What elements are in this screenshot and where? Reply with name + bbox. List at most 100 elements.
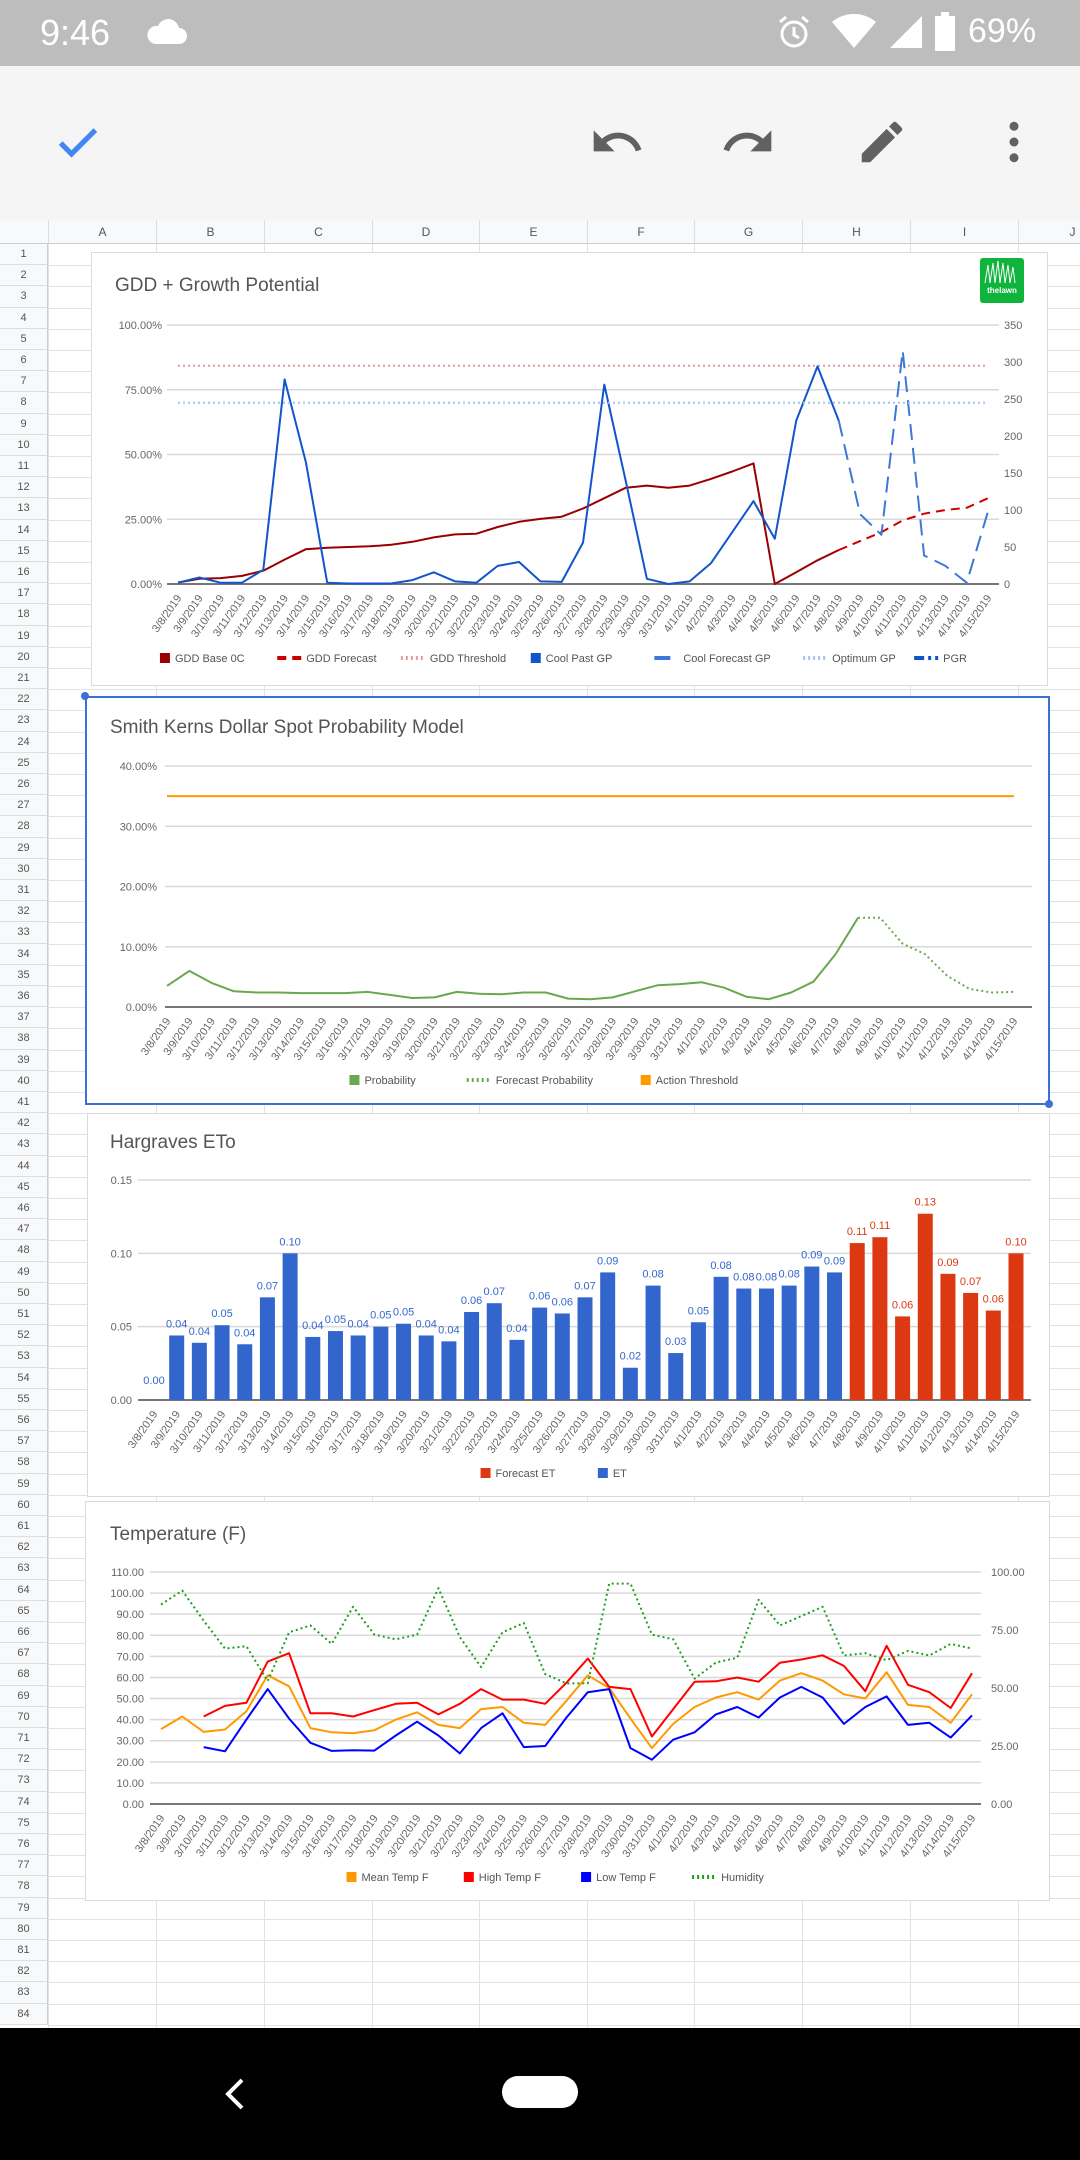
row-header[interactable]: 18 [0,604,48,626]
row-header[interactable]: 63 [0,1558,48,1580]
row-header[interactable]: 11 [0,456,48,478]
row-header[interactable]: 55 [0,1388,48,1410]
column-header-J[interactable]: J [1018,220,1080,244]
row-header[interactable]: 53 [0,1346,48,1368]
row-header[interactable]: 45 [0,1176,48,1198]
row-header[interactable]: 24 [0,731,48,753]
row-header[interactable]: 84 [0,2003,48,2025]
row-header[interactable]: 10 [0,434,48,456]
row-header[interactable]: 26 [0,774,48,796]
row-header[interactable]: 61 [0,1516,48,1538]
chart-gdd-growth-potential[interactable]: GDD + Growth Potential thelawn 0.00% 25.00%… [91,252,1048,686]
row-header[interactable]: 13 [0,498,48,520]
more-options-button[interactable] [984,112,1044,172]
chart-hargraves-eto[interactable]: Hargraves ETo 0.00 0.05 0.10 0.15 3/8/2019 3/9… [87,1113,1050,1497]
row-header[interactable]: 30 [0,858,48,880]
row-header[interactable]: 64 [0,1579,48,1601]
column-header-D[interactable]: D [372,220,479,244]
row-header[interactable]: 44 [0,1155,48,1177]
row-header[interactable]: 79 [0,1897,48,1919]
row-header[interactable]: 4 [0,307,48,329]
selection-handle-top-left[interactable] [81,692,89,700]
row-header[interactable]: 6 [0,350,48,372]
row-header[interactable]: 29 [0,837,48,859]
row-header[interactable]: 25 [0,752,48,774]
row-header[interactable]: 27 [0,795,48,817]
row-header[interactable]: 46 [0,1198,48,1220]
row-header[interactable]: 52 [0,1325,48,1347]
row-header[interactable]: 14 [0,519,48,541]
row-header[interactable]: 8 [0,392,48,414]
row-header[interactable]: 56 [0,1410,48,1432]
row-header[interactable]: 33 [0,922,48,944]
row-header[interactable]: 47 [0,1219,48,1241]
row-header[interactable]: 28 [0,816,48,838]
column-header-E[interactable]: E [479,220,587,244]
row-header[interactable]: 70 [0,1706,48,1728]
row-header[interactable]: 75 [0,1812,48,1834]
row-header[interactable]: 51 [0,1304,48,1326]
confirm-button[interactable] [48,112,108,172]
row-header[interactable]: 3 [0,286,48,308]
row-header[interactable]: 78 [0,1876,48,1898]
column-header-H[interactable]: H [802,220,910,244]
home-button[interactable] [502,2076,578,2108]
row-header[interactable]: 71 [0,1728,48,1750]
row-header[interactable]: 41 [0,1092,48,1114]
row-header[interactable]: 23 [0,710,48,732]
row-header[interactable]: 68 [0,1664,48,1686]
row-header[interactable]: 17 [0,583,48,605]
row-header[interactable]: 77 [0,1855,48,1877]
row-header[interactable]: 35 [0,964,48,986]
row-header[interactable]: 21 [0,668,48,690]
row-header[interactable]: 54 [0,1367,48,1389]
row-header[interactable]: 43 [0,1134,48,1156]
column-header-F[interactable]: F [587,220,694,244]
row-header[interactable]: 59 [0,1473,48,1495]
row-header[interactable]: 72 [0,1749,48,1771]
row-header[interactable]: 83 [0,1982,48,2004]
row-header[interactable]: 37 [0,1007,48,1029]
chart-temperature[interactable]: Temperature (F) 0.00 10.00 20.00 30.00 40.00 5… [85,1501,1050,1901]
row-header[interactable]: 80 [0,1918,48,1940]
redo-button[interactable] [718,112,778,172]
row-header[interactable]: 5 [0,328,48,350]
column-header-A[interactable]: A [48,220,156,244]
row-header[interactable]: 1 [0,244,48,266]
row-header[interactable]: 9 [0,413,48,435]
row-header[interactable]: 31 [0,880,48,902]
row-header[interactable]: 76 [0,1834,48,1856]
row-header[interactable]: 38 [0,1028,48,1050]
row-header[interactable]: 40 [0,1070,48,1092]
row-header[interactable]: 67 [0,1643,48,1665]
row-header[interactable]: 39 [0,1049,48,1071]
row-header[interactable]: 49 [0,1261,48,1283]
row-header[interactable]: 50 [0,1282,48,1304]
row-header[interactable]: 66 [0,1622,48,1644]
row-header[interactable]: 7 [0,371,48,393]
row-header[interactable]: 12 [0,477,48,499]
row-header[interactable]: 15 [0,540,48,562]
row-header[interactable]: 22 [0,689,48,711]
row-header[interactable]: 73 [0,1770,48,1792]
row-header[interactable]: 32 [0,901,48,923]
column-header-G[interactable]: G [694,220,802,244]
row-header[interactable]: 60 [0,1494,48,1516]
row-header[interactable]: 69 [0,1685,48,1707]
column-header-B[interactable]: B [156,220,264,244]
undo-button[interactable] [587,112,647,172]
row-header[interactable]: 16 [0,562,48,584]
row-header[interactable]: 48 [0,1240,48,1262]
row-header[interactable]: 81 [0,1940,48,1962]
row-header[interactable]: 65 [0,1600,48,1622]
row-header[interactable]: 58 [0,1452,48,1474]
row-header[interactable]: 36 [0,986,48,1008]
selection-handle-bottom-right[interactable] [1045,1100,1053,1108]
row-header[interactable]: 57 [0,1431,48,1453]
row-header[interactable]: 20 [0,646,48,668]
column-header-C[interactable]: C [264,220,372,244]
column-header-I[interactable]: I [910,220,1018,244]
row-header[interactable]: 34 [0,943,48,965]
row-header[interactable]: 42 [0,1113,48,1135]
